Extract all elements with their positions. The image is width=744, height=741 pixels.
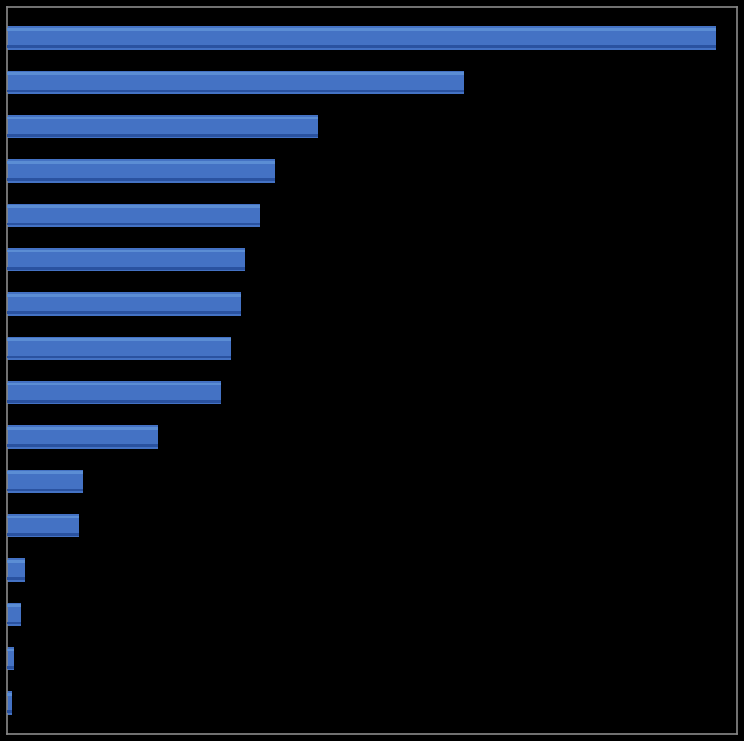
Bar bbox=[7, 337, 231, 360]
Bar bbox=[7, 427, 158, 430]
Bar bbox=[7, 223, 260, 225]
Bar bbox=[7, 559, 25, 582]
Bar bbox=[7, 179, 275, 181]
Bar bbox=[7, 560, 25, 562]
Bar bbox=[7, 622, 21, 625]
Bar bbox=[7, 648, 13, 651]
Bar bbox=[7, 311, 240, 314]
Bar bbox=[7, 691, 13, 714]
Bar bbox=[7, 72, 464, 75]
Bar bbox=[7, 294, 240, 296]
Bar bbox=[7, 45, 716, 48]
Bar bbox=[7, 425, 158, 448]
Bar bbox=[7, 90, 464, 93]
Bar bbox=[7, 28, 716, 30]
Bar bbox=[7, 161, 275, 164]
Bar bbox=[7, 711, 13, 713]
Bar bbox=[7, 381, 221, 404]
Bar bbox=[7, 338, 231, 341]
Bar bbox=[7, 693, 13, 696]
Bar bbox=[7, 115, 318, 138]
Bar bbox=[7, 382, 221, 385]
Bar bbox=[7, 116, 318, 119]
Bar bbox=[7, 577, 25, 580]
Bar bbox=[7, 603, 21, 626]
Bar bbox=[7, 250, 246, 252]
Bar bbox=[7, 533, 79, 536]
Bar bbox=[7, 470, 83, 493]
Bar bbox=[7, 666, 13, 669]
Bar bbox=[7, 248, 246, 271]
Bar bbox=[7, 400, 221, 403]
Bar bbox=[7, 159, 275, 182]
Bar bbox=[7, 27, 716, 50]
Bar bbox=[7, 471, 83, 474]
Bar bbox=[7, 293, 240, 316]
Bar bbox=[7, 71, 464, 94]
Bar bbox=[7, 445, 158, 447]
Bar bbox=[7, 514, 79, 537]
Bar bbox=[7, 489, 83, 491]
Bar bbox=[7, 604, 21, 607]
Bar bbox=[7, 134, 318, 137]
Bar bbox=[7, 356, 231, 359]
Bar bbox=[7, 204, 260, 227]
Bar bbox=[7, 516, 79, 518]
Bar bbox=[7, 267, 246, 270]
Bar bbox=[7, 205, 260, 208]
Bar bbox=[7, 647, 13, 670]
